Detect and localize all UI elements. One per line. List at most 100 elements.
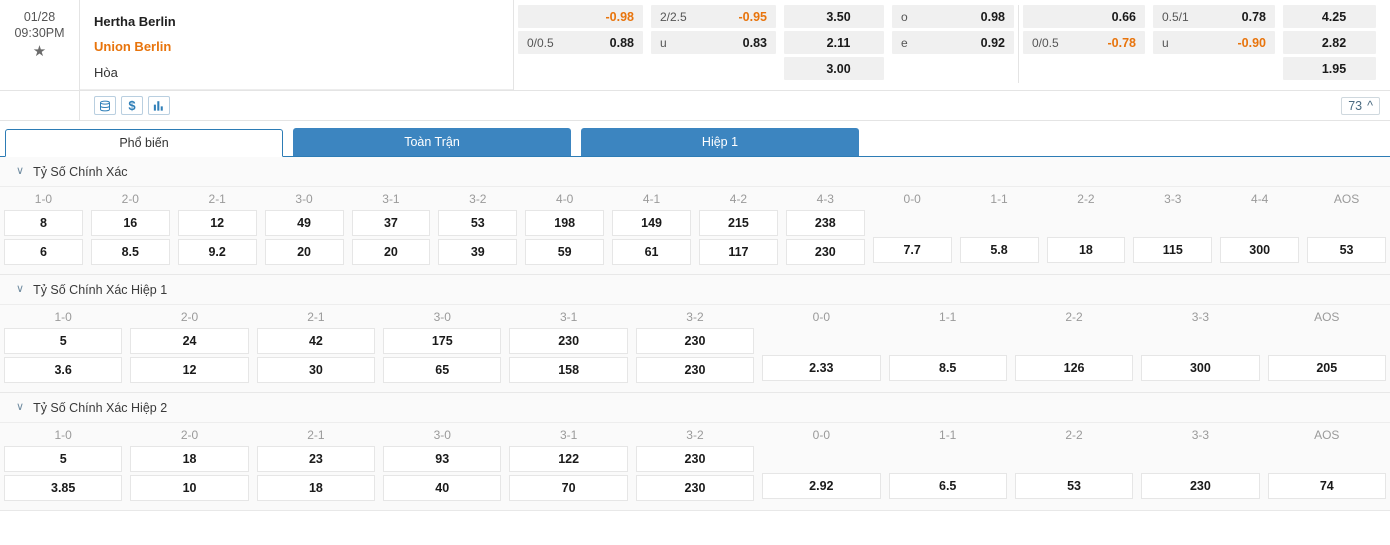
odds-cell[interactable]: 2.11 [784,31,884,54]
score-odds-cell[interactable]: 53 [438,210,518,236]
score-odds-cell[interactable]: 37 [351,210,431,236]
score-odds-cell[interactable]: 23 [256,446,376,472]
stacked-layers-icon[interactable] [94,96,116,115]
score-odds-cell[interactable]: 40 [383,475,502,501]
score-odds-cell[interactable]: 5 [4,446,123,472]
odds-count-value: 73 [1348,98,1363,113]
score-odds-cell[interactable]: 30 [256,357,376,383]
score-odds-cell[interactable]: 20 [264,239,344,265]
section-header[interactable]: ∨ Tỷ Số Chính Xác Hiệp 1 [0,275,1390,305]
score-column: 3-1 230 158 [505,307,631,386]
odds-cell[interactable]: e 0.92 [892,31,1014,54]
score-odds-cell[interactable]: 158 [509,357,628,383]
score-column-header: 3-1 [382,192,400,206]
score-odds-cell[interactable]: 39 [438,239,518,265]
score-odds-cell[interactable]: 230 [509,328,628,354]
score-odds-cell[interactable]: 42 [256,328,376,354]
score-odds-cell[interactable]: 93 [383,446,502,472]
odds-cell-value: 0.78 [1241,9,1266,24]
score-odds-cell[interactable]: 8.5 [888,355,1007,381]
score-odds-cell[interactable]: 9.2 [177,239,257,265]
score-odds-cell[interactable]: 5 [4,328,123,354]
score-odds-cell[interactable]: 126 [1014,355,1134,381]
odds-count-toggle[interactable]: 73 ^ [1341,96,1380,115]
score-column: 4-1 149 61 [608,189,695,268]
score-odds-cell[interactable]: 61 [612,239,691,265]
score-column: 1-0 5 3.6 [0,307,126,386]
score-odds-cell[interactable]: 7.7 [872,237,952,263]
score-odds-cell[interactable]: 300 [1220,237,1300,263]
odds-cell[interactable]: -0.98 [518,5,643,28]
odds-cell[interactable]: 0/0.5 0.88 [518,31,643,54]
tab-0[interactable]: Phổ biến [5,129,283,157]
score-odds-cell[interactable]: 175 [383,328,502,354]
score-column: 1-0 5 3.85 [0,425,126,504]
score-odds-cell[interactable]: 53 [1307,237,1386,263]
score-column-header: 3-1 [559,428,578,442]
score-column: 1-1 5.8 [956,189,1043,268]
score-odds-cell[interactable]: 20 [351,239,431,265]
score-odds-cell[interactable]: 238 [785,210,865,236]
score-odds-cell[interactable]: 5.8 [959,237,1039,263]
score-odds-cell[interactable]: 12 [177,210,257,236]
score-odds-cell[interactable]: 230 [785,239,865,265]
dollar-icon[interactable]: $ [121,96,143,115]
score-odds-cell[interactable]: 3.6 [4,357,123,383]
score-odds-cell[interactable]: 74 [1267,473,1386,499]
tab-2[interactable]: Hiệp 1 [581,128,859,156]
score-odds-cell[interactable]: 230 [1141,473,1260,499]
score-odds-cell[interactable]: 10 [130,475,249,501]
odds-cell[interactable]: 3.00 [784,57,884,80]
score-odds-cell[interactable]: 230 [635,475,755,501]
star-icon[interactable]: ★ [32,43,47,60]
score-odds-cell[interactable]: 2.92 [762,473,881,499]
score-column: AOS 74 [1264,425,1390,504]
odds-cell[interactable]: 0.66 [1023,5,1145,28]
score-odds-cell[interactable]: 6 [4,239,83,265]
score-odds-cell[interactable]: 149 [612,210,691,236]
score-odds-cell[interactable]: 300 [1141,355,1260,381]
away-team-name[interactable]: Union Berlin [94,39,172,54]
odds-cell[interactable]: 3.50 [784,5,884,28]
odds-cell[interactable]: u -0.90 [1153,31,1275,54]
score-odds-cell[interactable]: 70 [509,475,628,501]
score-odds-cell[interactable]: 3.85 [4,475,123,501]
score-odds-cell[interactable]: 215 [699,210,778,236]
score-odds-cell[interactable]: 205 [1267,355,1386,381]
odds-cell[interactable]: 4.25 [1283,5,1376,28]
score-odds-cell[interactable]: 6.5 [888,473,1007,499]
section-header[interactable]: ∨ Tỷ Số Chính Xác Hiệp 2 [0,393,1390,423]
score-odds-cell[interactable]: 8 [4,210,83,236]
score-odds-cell[interactable]: 49 [264,210,344,236]
score-odds-cell[interactable]: 230 [635,328,755,354]
home-team-name: Hertha Berlin [94,14,176,29]
score-column: 2-2 18 [1043,189,1130,268]
tab-1[interactable]: Toàn Trận [293,128,571,156]
score-odds-cell[interactable]: 117 [699,239,778,265]
score-odds-cell[interactable]: 59 [525,239,605,265]
score-odds-cell[interactable]: 198 [525,210,605,236]
odds-cell[interactable]: 2/2.5 -0.95 [651,5,776,28]
odds-cell[interactable]: 1.95 [1283,57,1376,80]
score-odds-cell[interactable]: 230 [635,446,755,472]
score-odds-cell[interactable]: 230 [635,357,755,383]
score-odds-cell[interactable]: 65 [383,357,502,383]
score-odds-cell[interactable]: 122 [509,446,628,472]
score-odds-cell[interactable]: 18 [130,446,249,472]
score-odds-cell[interactable]: 18 [1046,237,1126,263]
score-odds-cell[interactable]: 16 [90,210,170,236]
score-odds-cell[interactable]: 8.5 [90,239,170,265]
odds-cell[interactable]: u 0.83 [651,31,776,54]
odds-cell[interactable]: 0/0.5 -0.78 [1023,31,1145,54]
score-odds-cell[interactable]: 2.33 [762,355,881,381]
score-odds-cell[interactable]: 24 [130,328,249,354]
odds-cell[interactable]: 2.82 [1283,31,1376,54]
score-odds-cell[interactable]: 115 [1133,237,1213,263]
odds-cell[interactable]: o 0.98 [892,5,1014,28]
score-odds-cell[interactable]: 12 [130,357,249,383]
score-odds-cell[interactable]: 53 [1014,473,1134,499]
score-odds-cell[interactable]: 18 [256,475,376,501]
bar-chart-icon[interactable] [148,96,170,115]
section-header[interactable]: ∨ Tỷ Số Chính Xác [0,157,1390,187]
odds-cell[interactable]: 0.5/1 0.78 [1153,5,1275,28]
